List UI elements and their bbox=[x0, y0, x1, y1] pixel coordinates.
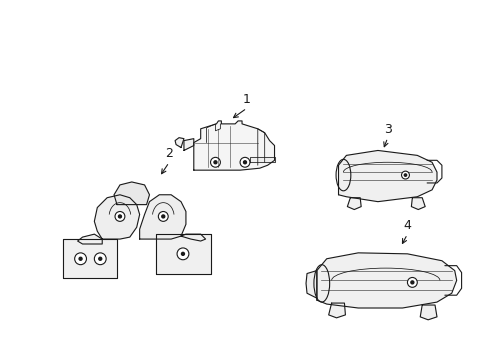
Polygon shape bbox=[181, 234, 205, 241]
Polygon shape bbox=[63, 239, 117, 278]
Polygon shape bbox=[305, 271, 316, 298]
Circle shape bbox=[407, 278, 416, 287]
Polygon shape bbox=[94, 195, 140, 239]
Circle shape bbox=[99, 257, 102, 260]
Polygon shape bbox=[346, 198, 361, 210]
Circle shape bbox=[401, 171, 408, 179]
Polygon shape bbox=[175, 138, 183, 148]
Text: 2: 2 bbox=[165, 147, 173, 160]
Circle shape bbox=[115, 212, 124, 221]
Polygon shape bbox=[183, 139, 193, 150]
Polygon shape bbox=[78, 234, 102, 244]
Circle shape bbox=[214, 161, 217, 164]
Polygon shape bbox=[410, 198, 424, 210]
Text: 1: 1 bbox=[243, 93, 250, 106]
Polygon shape bbox=[249, 157, 274, 162]
Polygon shape bbox=[338, 150, 436, 202]
Polygon shape bbox=[156, 234, 210, 274]
Polygon shape bbox=[140, 195, 185, 239]
Circle shape bbox=[410, 281, 413, 284]
Circle shape bbox=[243, 161, 246, 164]
Polygon shape bbox=[328, 303, 345, 318]
Circle shape bbox=[94, 253, 106, 265]
Circle shape bbox=[158, 212, 168, 221]
Polygon shape bbox=[419, 305, 436, 320]
Circle shape bbox=[181, 252, 184, 255]
Text: 3: 3 bbox=[383, 123, 391, 136]
Circle shape bbox=[75, 253, 86, 265]
Polygon shape bbox=[193, 121, 274, 170]
Circle shape bbox=[177, 248, 188, 260]
Circle shape bbox=[404, 174, 406, 176]
Text: 4: 4 bbox=[403, 219, 410, 232]
Circle shape bbox=[79, 257, 82, 260]
Polygon shape bbox=[114, 182, 149, 204]
Polygon shape bbox=[316, 253, 456, 308]
Circle shape bbox=[240, 157, 249, 167]
Circle shape bbox=[162, 215, 164, 218]
Circle shape bbox=[118, 215, 121, 218]
Circle shape bbox=[210, 157, 220, 167]
